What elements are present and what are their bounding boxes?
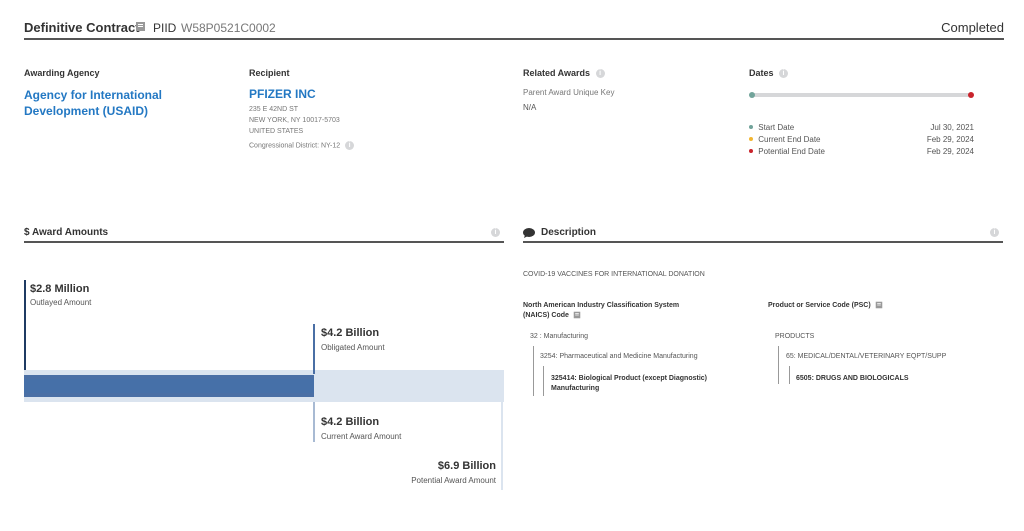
naics-level2: 3254: Pharmaceutical and Medicine Manufa… — [540, 353, 698, 360]
info-icon[interactable]: i — [491, 228, 500, 237]
outlayed-award-bar[interactable] — [24, 379, 314, 393]
current-award-marker-line — [313, 402, 315, 442]
congressional-district: Congressional District: NY-12 i — [249, 141, 355, 150]
awarding-agency-label: Awarding Agency — [24, 68, 100, 78]
start-date-label: Start Date — [758, 123, 795, 132]
recipient-link[interactable]: PFIZER INC — [249, 87, 316, 101]
timeline-end-marker — [968, 92, 974, 98]
current-end-label: Current End Date — [758, 135, 821, 144]
psc-label: Product or Service Code (PSC) — [768, 302, 871, 309]
recipient-address-line2: NEW YORK, NY 10017-5703 — [249, 117, 340, 124]
psc-level3: 6505: DRUGS AND BIOLOGICALS — [796, 375, 909, 382]
current-award-value: $4.2 Billion — [321, 416, 380, 428]
potential-end-value: Feb 29, 2024 — [926, 147, 974, 156]
recipient-address-line1: 235 E 42ND ST — [249, 106, 299, 113]
outlayed-label: Outlayed Amount — [30, 298, 92, 307]
glossary-book-icon[interactable] — [135, 21, 146, 32]
current-end-value: Feb 29, 2024 — [926, 135, 974, 144]
naics-tree-line-2 — [543, 366, 544, 396]
recipient-label: Recipient — [249, 68, 290, 78]
parent-award-label: Parent Award Unique Key — [523, 88, 615, 97]
obligated-marker-line — [313, 324, 315, 374]
awarding-agency-link[interactable]: Agency for International Development (US… — [24, 88, 163, 118]
award-amounts-header: $ Award Amounts i — [24, 225, 504, 243]
info-icon[interactable]: i — [345, 141, 355, 150]
start-date-dot — [749, 125, 753, 129]
timeline-start-marker — [749, 92, 755, 98]
glossary-book-icon[interactable] — [573, 311, 581, 319]
naics-level3-line1: 325414: Biological Product (except Diagn… — [551, 375, 707, 382]
naics-level1: 32 : Manufacturing — [530, 333, 588, 340]
info-icon[interactable]: i — [990, 228, 999, 237]
obligated-label: Obligated Amount — [321, 343, 385, 352]
description-header: Description i — [523, 225, 1003, 243]
description-title: Description — [541, 227, 597, 238]
date-row-start: Start Date Jul 30, 2021 — [749, 123, 974, 132]
potential-award-marker-line — [501, 402, 503, 490]
date-row-potential-end: Potential End Date Feb 29, 2024 — [749, 147, 974, 156]
related-awards-label: Related Awards — [523, 68, 591, 78]
psc-tree-line-1 — [778, 346, 779, 384]
recipient-address-line3: UNITED STATES — [249, 128, 304, 135]
naics-label-line2: (NAICS) Code — [523, 312, 569, 319]
glossary-book-icon[interactable] — [875, 301, 883, 309]
info-icon[interactable]: i — [595, 69, 605, 79]
start-date-value: Jul 30, 2021 — [930, 123, 974, 132]
outlayed-marker-line — [24, 280, 26, 398]
psc-level1: PRODUCTS — [775, 333, 815, 340]
psc-tree-line-2 — [789, 366, 790, 384]
potential-award-value: $6.9 Billion — [437, 460, 496, 472]
naics-heading: North American Industry Classification S… — [523, 301, 743, 321]
related-awards-heading: Related Awards i — [523, 68, 605, 79]
award-status: Completed — [941, 20, 1004, 35]
award-amounts-title: $ Award Amounts — [24, 227, 109, 238]
psc-level2: 65: MEDICAL/DENTAL/VETERINARY EQPT/SUPP — [786, 353, 947, 360]
dates-timeline — [749, 90, 974, 100]
award-amounts-chart: $2.8 Million Outlayed Amount $4.2 Billio… — [24, 280, 504, 495]
outlayed-value: $2.8 Million — [30, 283, 90, 295]
naics-level3: 325414: Biological Product (except Diagn… — [551, 374, 707, 394]
psc-heading: Product or Service Code (PSC) — [768, 301, 883, 311]
potential-end-dot — [749, 149, 753, 153]
timeline-track — [751, 93, 972, 97]
piid-label: PIID — [153, 21, 177, 35]
obligated-value: $4.2 Billion — [321, 327, 380, 339]
description-text: COVID-19 VACCINES FOR INTERNATIONAL DONA… — [523, 271, 705, 278]
naics-label-line1: North American Industry Classification S… — [523, 302, 680, 309]
award-type-title: Definitive Contract — [24, 20, 140, 35]
congressional-district-text: Congressional District: NY-12 — [249, 142, 341, 150]
dates-heading: Dates i — [749, 68, 789, 79]
piid-value: W58P0521C0002 — [181, 21, 276, 35]
current-award-label: Current Award Amount — [321, 432, 402, 441]
award-header: Definitive Contract PIID W58P0521C0002 C… — [24, 18, 1004, 40]
dates-label: Dates — [749, 68, 774, 78]
current-end-dot — [749, 137, 753, 141]
naics-level3-line2: Manufacturing — [551, 385, 600, 392]
date-row-current-end: Current End Date Feb 29, 2024 — [749, 135, 974, 144]
potential-award-label: Potential Award Amount — [411, 476, 496, 485]
info-icon[interactable]: i — [779, 69, 789, 79]
parent-award-value: N/A — [523, 103, 537, 112]
naics-tree-line-1 — [533, 346, 534, 396]
potential-end-label: Potential End Date — [758, 147, 825, 156]
speech-bubble-icon — [523, 228, 535, 238]
